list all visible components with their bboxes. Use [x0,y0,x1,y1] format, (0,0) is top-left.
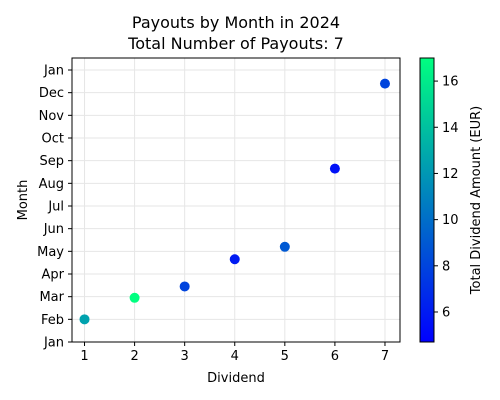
y-axis-label: Month [16,180,31,221]
y-tick-label: Jan [43,64,64,79]
y-axis: Jan Feb Mar Apr May Jun Jul Aug Sep Oct Nov Dec Jan [37,64,72,351]
x-axis: 1 2 3 4 5 6 7 [80,342,389,364]
colorbar-tick-label: 8 [442,259,450,274]
scatter-points [79,78,390,325]
x-tick-label: 4 [231,349,239,364]
data-point [129,292,140,303]
y-tick-label: Jun [43,222,64,237]
x-tick-label: 3 [181,349,189,364]
colorbar-tick-label: 6 [442,305,450,320]
y-tick-label: Aug [39,177,64,192]
x-tick-label: 1 [80,349,88,364]
data-point [379,78,390,89]
colorbar-tick-label: 10 [442,213,459,228]
data-point [79,314,90,325]
data-point [279,241,290,252]
y-tick-label: Jan [43,336,64,351]
x-tick-label: 5 [281,349,289,364]
colorbar-tick-label: 14 [442,121,459,136]
chart-title: Payouts by Month in 2024 [132,13,340,32]
grid [72,58,400,343]
y-tick-label: May [37,245,64,260]
plot-area [71,57,401,343]
y-tick-label: Sep [39,154,64,169]
colorbar-tick-label: 16 [442,75,459,90]
colorbar [419,57,435,343]
y-tick-label: Feb [41,313,64,328]
x-tick-label: 6 [331,349,339,364]
x-axis-label: Dividend [207,371,265,386]
colorbar-axis: 6 8 10 12 14 16 [434,75,459,320]
data-point [329,163,340,174]
y-tick-label: Nov [39,109,65,124]
data-point [179,281,190,292]
y-tick-label: Dec [39,86,64,101]
colorbar-label: Total Dividend Amount (EUR) [469,106,484,295]
y-tick-label: Oct [42,132,64,147]
colorbar-tick-label: 12 [442,167,459,182]
x-tick-label: 7 [381,349,389,364]
y-tick-label: Jul [47,200,64,215]
y-tick-label: Mar [39,290,64,305]
y-tick-label: Apr [42,268,65,283]
chart-subtitle: Total Number of Payouts: 7 [127,34,344,53]
x-tick-label: 2 [130,349,138,364]
data-point [229,254,240,265]
